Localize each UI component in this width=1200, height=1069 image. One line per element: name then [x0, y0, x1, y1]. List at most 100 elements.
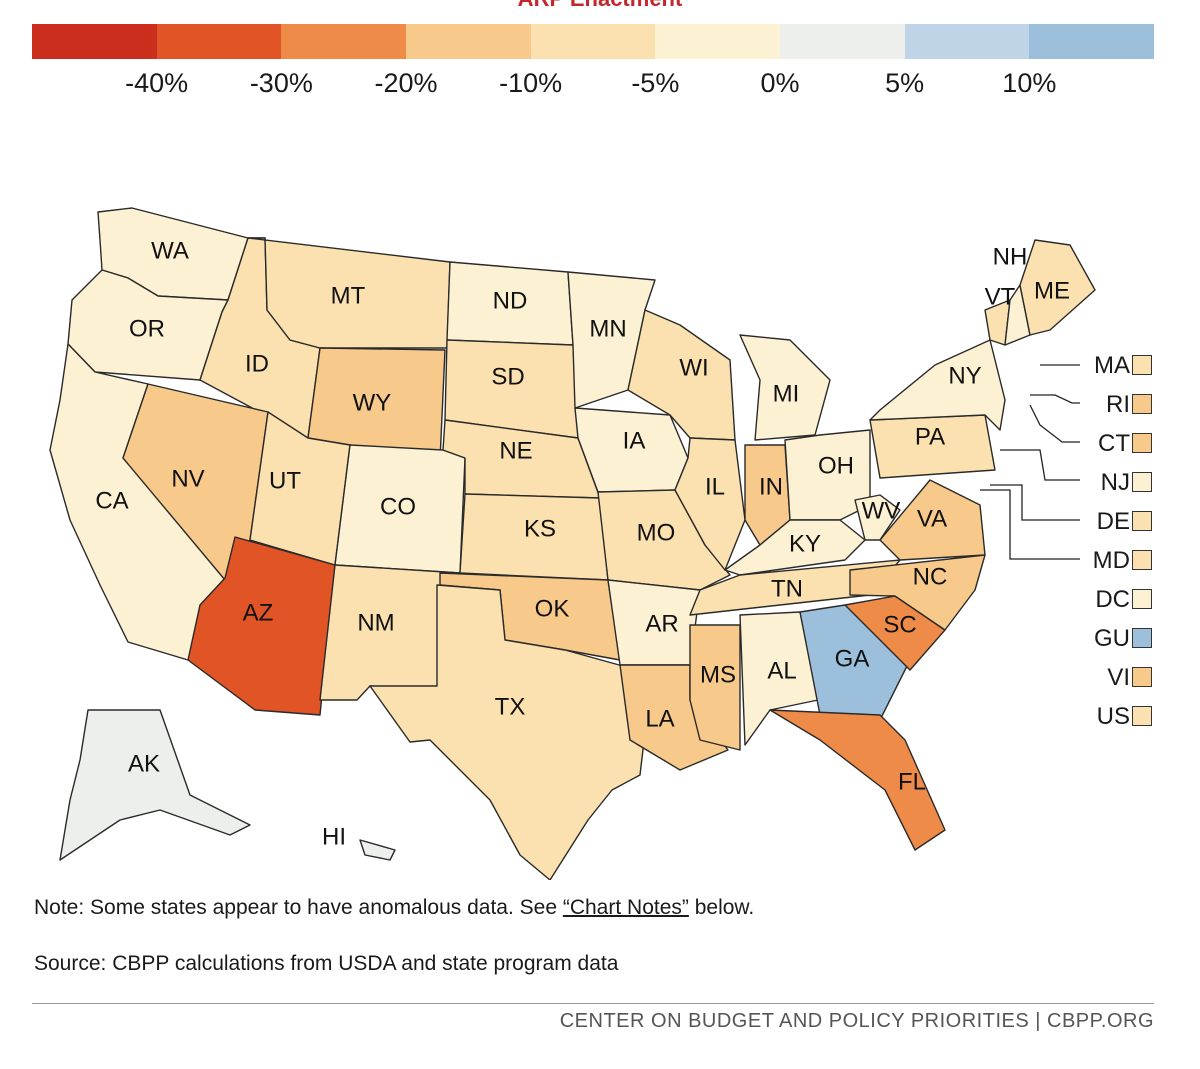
small-state-ri: RI — [1080, 391, 1160, 418]
small-state-code: RI — [1106, 391, 1130, 418]
note-prefix: Note: Some states appear to have anomalo… — [34, 896, 563, 919]
leader-line — [1029, 404, 1080, 443]
state-label-wy: WY — [353, 389, 392, 416]
leader-line — [990, 484, 1080, 521]
small-state-code: MA — [1094, 352, 1130, 379]
state-label-mn: MN — [589, 315, 626, 342]
state-ga — [799, 604, 911, 721]
state-al — [739, 611, 819, 746]
state-label-ca: CA — [95, 487, 128, 514]
state-label-ia: IA — [623, 427, 646, 454]
legend-swatch — [780, 24, 906, 59]
small-state-code: US — [1096, 703, 1130, 730]
state-label-wi: WI — [679, 354, 708, 381]
small-state-code: CT — [1098, 430, 1130, 457]
state-label-sc: SC — [883, 611, 916, 638]
state-label-nv: NV — [171, 465, 204, 492]
state-label-la: LA — [645, 705, 674, 732]
state-ak — [59, 709, 251, 861]
state-ny — [869, 339, 1006, 431]
small-state-swatch — [1132, 667, 1152, 687]
leader-line — [1000, 449, 1080, 481]
state-va — [879, 479, 986, 561]
small-state-swatch — [1132, 472, 1152, 492]
state-label-pa: PA — [915, 423, 945, 450]
small-state-code: DE — [1096, 508, 1130, 535]
state-co — [334, 444, 466, 574]
state-label-nh: NH — [993, 243, 1028, 270]
state-wi — [627, 309, 736, 441]
footer-credit: CENTER ON BUDGET AND POLICY PRIORITIES |… — [559, 1010, 1154, 1032]
source-line: Source: CBPP calculations from USDA and … — [34, 952, 619, 975]
state-label-az: AZ — [243, 599, 274, 626]
small-state-md: MD — [1080, 547, 1160, 574]
small-state-swatch — [1132, 433, 1152, 453]
state-fl — [769, 709, 946, 851]
legend-swatch — [32, 24, 158, 59]
small-state-nj: NJ — [1080, 469, 1160, 496]
state-label-hi: HI — [322, 823, 346, 850]
map-title: ARP Enactment — [518, 0, 683, 12]
chart-note: Note: Some states appear to have anomalo… — [34, 896, 754, 920]
legend-swatch — [281, 24, 407, 59]
small-state-swatch — [1132, 628, 1152, 648]
small-state-code: MD — [1092, 547, 1130, 574]
legend-tick-label: -20% — [374, 68, 438, 98]
state-label-ok: OK — [535, 595, 570, 622]
small-state-code: GU — [1094, 625, 1130, 652]
state-label-ga: GA — [835, 645, 870, 672]
state-label-sd: SD — [491, 363, 524, 390]
legend-tick-label: 5% — [885, 68, 925, 98]
state-label-ak: AK — [128, 750, 160, 777]
small-state-code: NJ — [1100, 469, 1130, 496]
state-mi — [739, 334, 831, 441]
chart-notes-link[interactable]: “Chart Notes” — [562, 896, 689, 919]
small-state-swatch — [1132, 589, 1152, 609]
state-label-ks: KS — [524, 515, 556, 542]
state-label-ms: MS — [700, 661, 736, 688]
small-state-swatch — [1132, 511, 1152, 531]
small-state-ct: CT — [1080, 430, 1160, 457]
legend-tick-label: 0% — [760, 68, 800, 98]
state-label-wv: WV — [862, 497, 901, 524]
state-label-id: ID — [245, 350, 269, 377]
state-label-ne: NE — [499, 437, 532, 464]
state-label-il: IL — [705, 473, 725, 500]
legend-tick-label: -5% — [631, 68, 680, 98]
legend-tick-label: -30% — [249, 68, 313, 98]
state-label-nm: NM — [357, 609, 394, 636]
state-label-al: AL — [767, 657, 796, 684]
state-label-oh: OH — [818, 452, 854, 479]
leader-line — [1030, 394, 1080, 404]
legend-swatch — [156, 24, 282, 59]
state-label-vt: VT — [985, 283, 1016, 310]
state-label-nc: NC — [913, 563, 948, 590]
small-state-swatch — [1132, 355, 1152, 375]
leader-lines — [980, 364, 1080, 560]
state-label-ny: NY — [948, 362, 981, 389]
us-map: WA OR CA ID NV MT WY UT AZ CO NM ND SD NE KS OK TX MN IA MO… — [49, 207, 1096, 880]
small-state-swatch — [1132, 394, 1152, 414]
color-legend: -40% -30% -20% -10% -5% 0% 5% 10% — [32, 24, 1155, 104]
small-state-de: DE — [1080, 508, 1160, 535]
legend-swatch — [655, 24, 781, 59]
state-label-ky: KY — [789, 530, 821, 557]
state-wv — [854, 494, 901, 541]
legend-swatch — [1029, 24, 1155, 59]
state-label-nd: ND — [493, 287, 528, 314]
legend-tick-label: -10% — [499, 68, 563, 98]
state-label-tn: TN — [771, 575, 803, 602]
state-me — [1019, 239, 1096, 336]
legend-tick-label: 10% — [1002, 68, 1057, 98]
note-suffix: below. — [688, 896, 755, 919]
state-labels: WA OR CA ID NV MT WY UT AZ CO NM ND SD NE KS OK TX MN IA MO… — [95, 237, 1070, 850]
state-label-co: CO — [380, 493, 416, 520]
leader-line — [980, 489, 1080, 560]
state-label-mo: MO — [637, 519, 676, 546]
small-state-code: DC — [1095, 586, 1130, 613]
small-state-gu: GU — [1080, 625, 1160, 652]
state-ms — [689, 624, 741, 751]
state-label-or: OR — [129, 315, 165, 342]
state-label-ar: AR — [645, 610, 678, 637]
small-state-ma: MA — [1080, 352, 1160, 379]
